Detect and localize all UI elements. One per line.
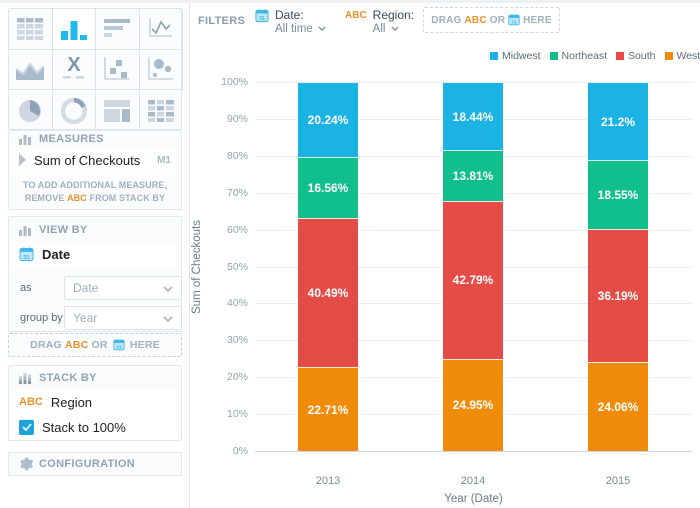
svg-text:31: 31 [259,16,265,22]
svg-text:X: X [67,56,81,76]
svg-text:31: 31 [511,19,517,24]
svg-text:31: 31 [23,255,29,261]
svg-text:31: 31 [116,344,122,349]
